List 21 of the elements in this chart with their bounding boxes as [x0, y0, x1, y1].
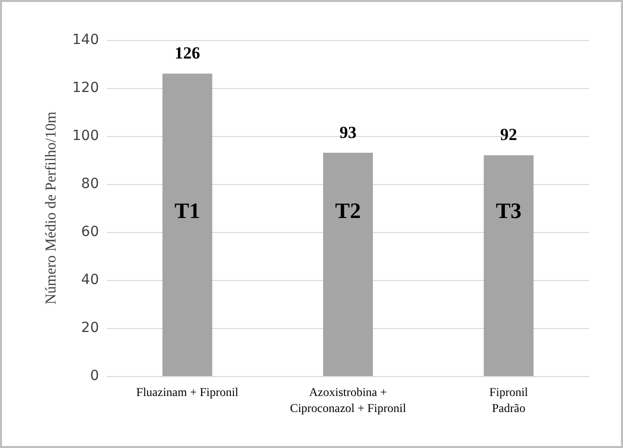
annotation: T3 — [496, 198, 522, 224]
data-label: 126 — [174, 44, 200, 63]
y-tick-label: 40 — [81, 272, 99, 288]
y-axis-title: Número Médio de Perfilho/10m — [44, 111, 60, 304]
annotation: T1 — [174, 198, 200, 224]
bar — [484, 155, 534, 376]
y-tick-label: 20 — [81, 320, 99, 336]
y-tick-label: 0 — [90, 368, 99, 384]
y-tick-label: 100 — [72, 128, 99, 144]
y-tick-label: 120 — [72, 80, 99, 96]
x-tick-label: Fipronil Padrão — [489, 385, 529, 415]
bar — [323, 152, 373, 376]
y-tick-label: 140 — [72, 32, 99, 48]
y-tick-label: 60 — [81, 224, 99, 240]
annotation: T2 — [335, 198, 361, 224]
y-tick-label: 80 — [81, 176, 99, 192]
bar — [162, 74, 212, 376]
x-tick-label: Azoxistrobina + Ciproconazol + Fipronil — [290, 385, 407, 415]
data-label: 92 — [500, 125, 518, 144]
data-label: 93 — [340, 122, 356, 142]
x-tick-label: Fluazinam + Fipronil — [136, 385, 240, 399]
